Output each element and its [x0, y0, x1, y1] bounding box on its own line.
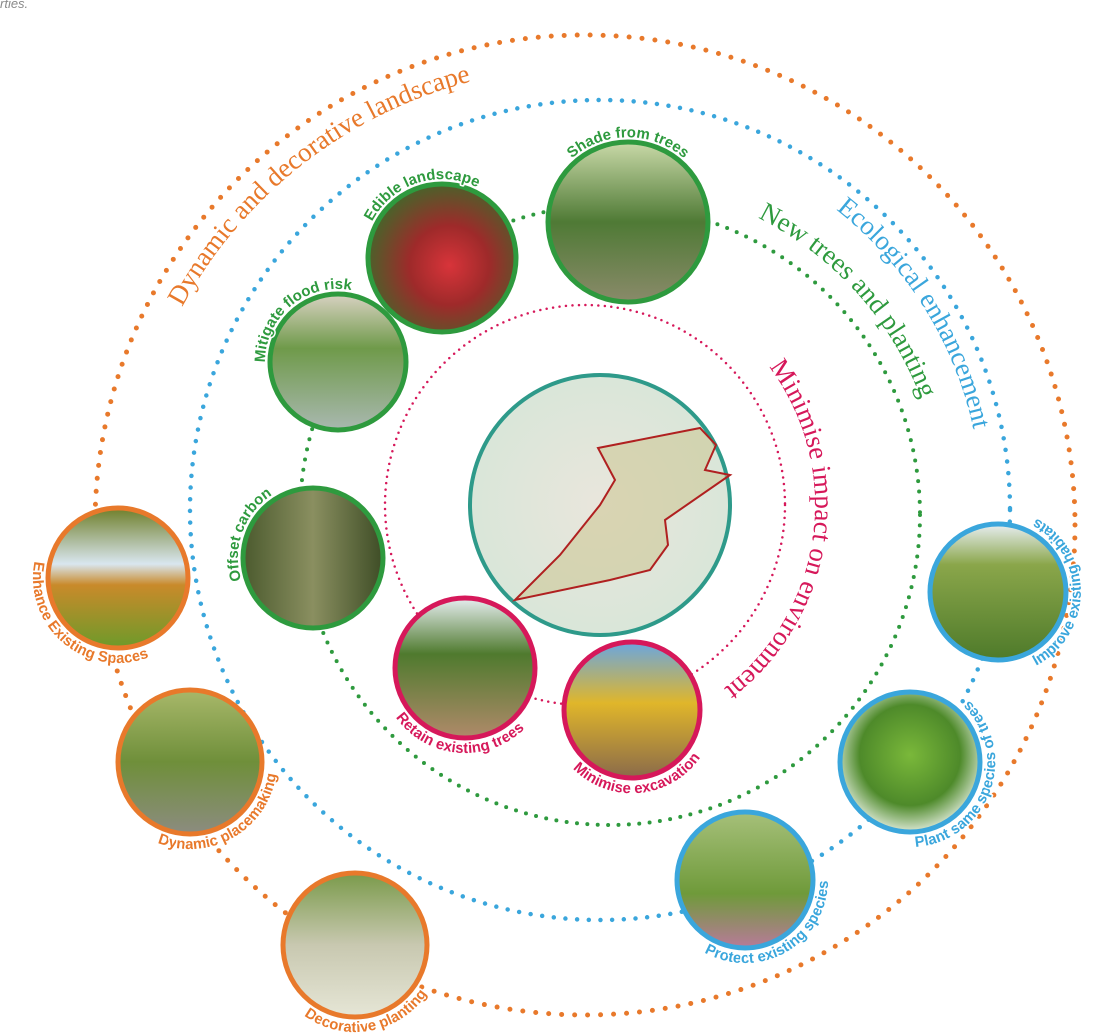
dotted-ring: [383, 303, 787, 707]
node-photo: [267, 291, 409, 433]
node: Retain existing trees: [391, 595, 538, 759]
dotted-ring: [92, 32, 1078, 1018]
node-photo: [365, 181, 519, 335]
node: Improve existing habitats: [927, 513, 1086, 671]
node: Edible landscape: [359, 165, 519, 335]
dotted-ring: [187, 97, 1013, 923]
node-photo: [561, 639, 703, 781]
dotted-ring: [298, 203, 922, 827]
node: Enhance Existing Spaces: [27, 505, 191, 669]
node: Minimise excavation: [561, 639, 705, 799]
node-photo: [674, 809, 816, 951]
node-photo: [545, 139, 711, 305]
node-photo: [45, 505, 191, 651]
node-photo: [280, 870, 430, 1020]
node: Protect existing species: [674, 809, 834, 969]
node-photo: [837, 689, 983, 835]
site-map: [468, 373, 733, 637]
node-photo: [240, 485, 386, 631]
ring-title: Minimise impact on environment: [720, 353, 840, 708]
node: Shade from trees: [545, 123, 711, 305]
site-boundary: [511, 426, 733, 602]
node-photo: [115, 687, 265, 837]
node: Offset carbon: [223, 483, 386, 631]
node-photo: [392, 595, 538, 741]
node: Decorative planting: [280, 870, 432, 1034]
header-fragment: rties.: [0, 0, 28, 11]
ring-title-path: Minimise impact on environment: [720, 353, 840, 708]
node: Dynamic placemaking: [115, 687, 282, 855]
node-photo: [927, 521, 1069, 663]
node: Plant same species of trees: [837, 689, 1001, 853]
